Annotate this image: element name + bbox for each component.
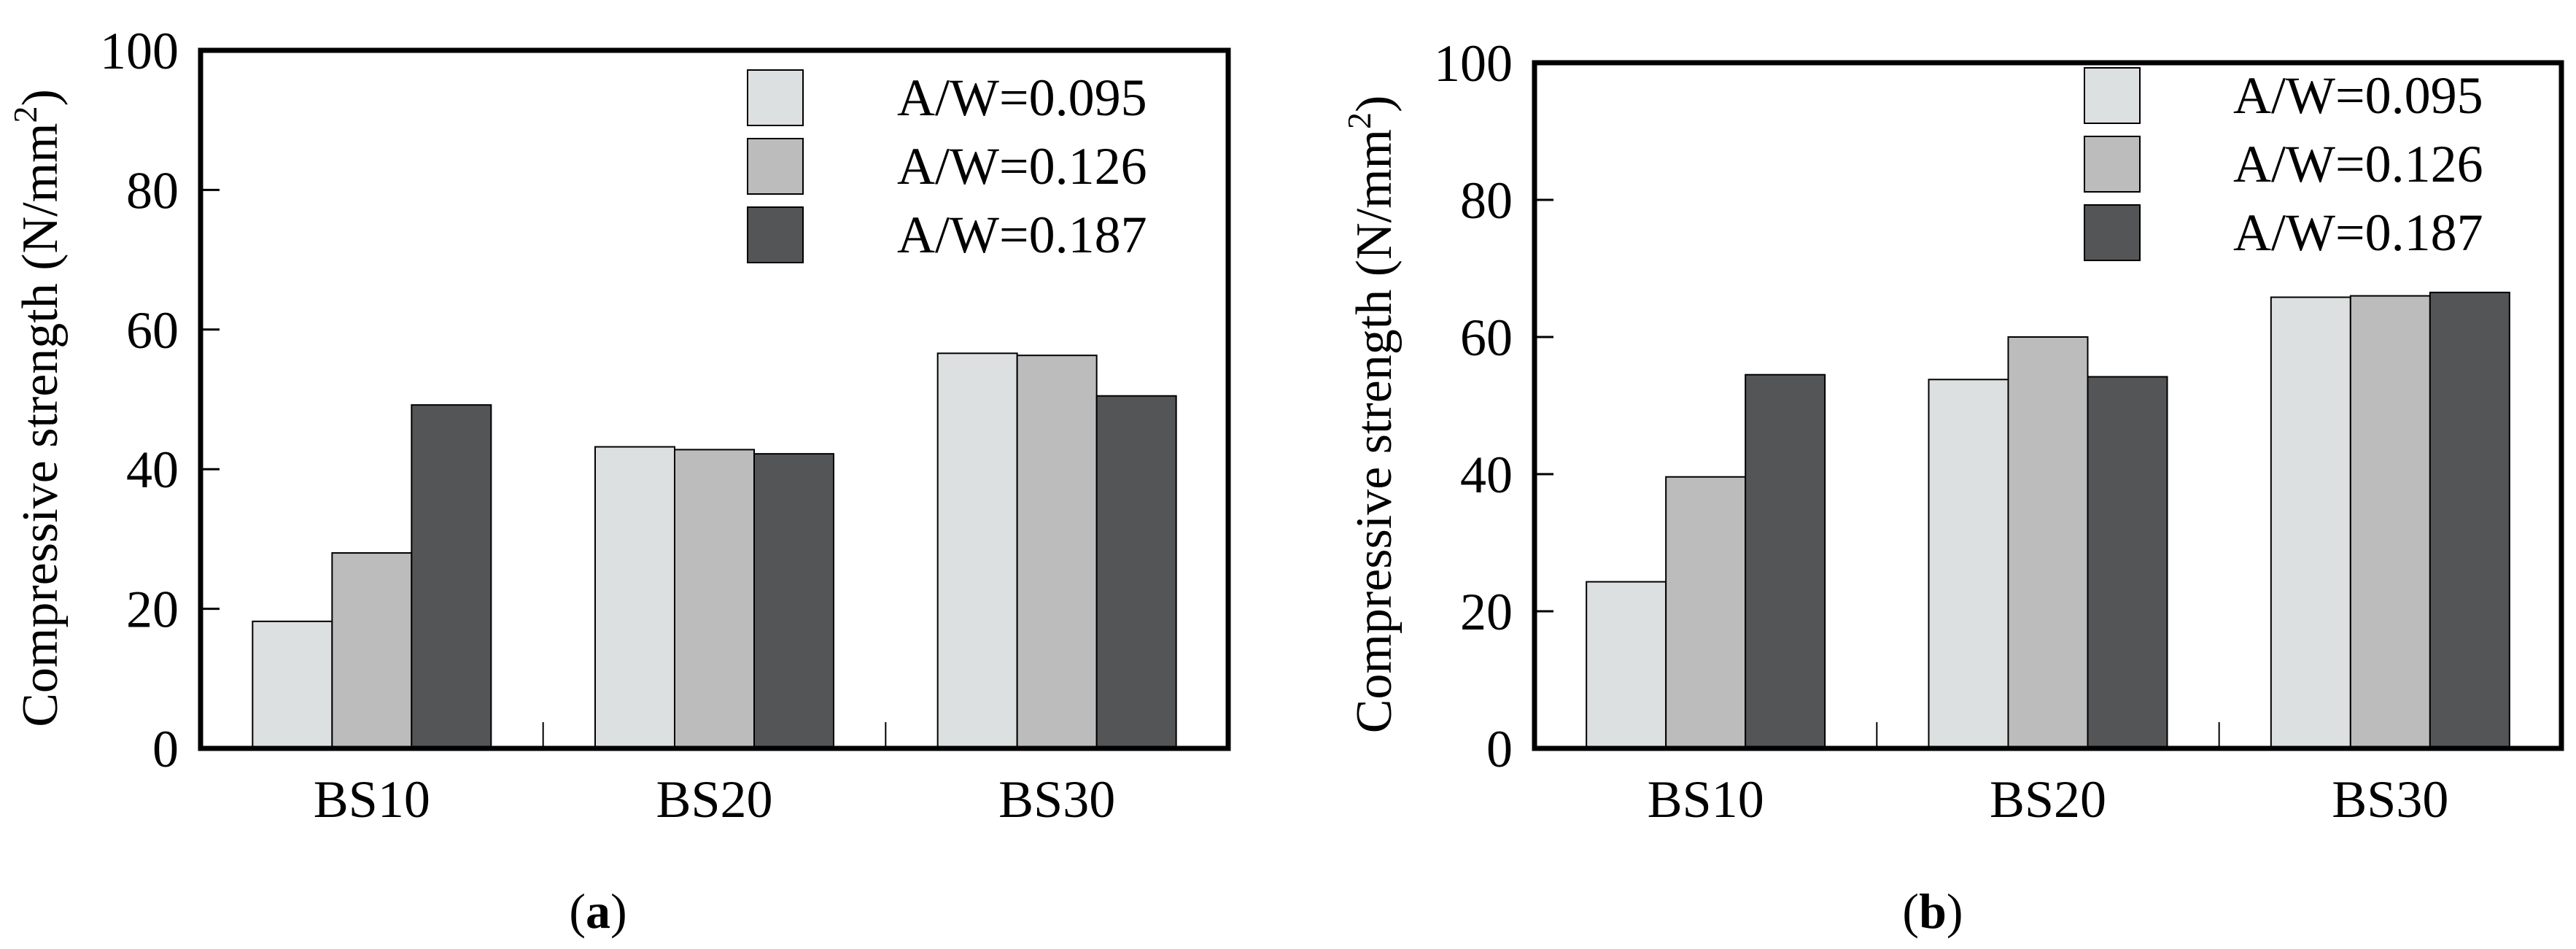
legend-swatch-3 — [2084, 204, 2141, 261]
x-tick-label-bs10: BS10 — [1648, 770, 1764, 829]
legend-swatch-1 — [2084, 67, 2141, 124]
y-tick-label-60: 60 — [126, 301, 179, 360]
y-axis-label: Compressive strength (N/mm2) — [7, 89, 69, 727]
legend-swatch-2 — [2084, 136, 2141, 193]
x-tick-label-bs20: BS20 — [1990, 770, 2106, 829]
bar-bs20-series-1 — [1928, 379, 2009, 750]
y-axis-label: Compressive strength (N/mm2) — [1341, 96, 1403, 734]
y-tick-label-80: 80 — [126, 161, 179, 220]
y-tick-label-100: 100 — [1434, 34, 1513, 93]
bar-bs20-series-2 — [2007, 336, 2089, 749]
y-tick-label-40: 40 — [126, 441, 179, 499]
y-tick-label-20: 20 — [126, 581, 179, 639]
legend-label-2: A/W=0.126 — [2233, 135, 2483, 193]
legend-label-1: A/W=0.095 — [2233, 66, 2483, 125]
bar-bs10-series-3 — [1745, 373, 1826, 749]
panel-caption: (a) — [569, 883, 626, 939]
legend-swatch-3 — [747, 206, 804, 263]
legend-swatch-2 — [747, 138, 804, 195]
bar-bs30-series-1 — [936, 352, 1018, 749]
bar-bs10-series-2 — [1665, 476, 1747, 749]
bar-bs20-series-3 — [753, 453, 834, 749]
y-tick-label-100: 100 — [100, 22, 179, 80]
bar-bs10-series-1 — [252, 620, 333, 749]
y-tick-label-60: 60 — [1460, 309, 1513, 367]
x-tick-label-bs30: BS30 — [2332, 770, 2448, 829]
bar-bs10-series-2 — [331, 552, 413, 749]
legend-label-3: A/W=0.187 — [897, 206, 1147, 264]
bar-bs30-series-1 — [2270, 296, 2351, 750]
bar-bs10-series-3 — [411, 404, 492, 749]
y-tick-label-0: 0 — [152, 720, 179, 778]
x-tick-label-bs30: BS30 — [998, 770, 1115, 829]
chart-panel-a: BS10 BS20 BS30 0 20 40 60 80 100 A/W=0.095 A/W=0.1… — [7, 22, 1231, 939]
plot-frame — [198, 47, 1231, 751]
bar-bs20-series-1 — [594, 446, 675, 749]
y-tick-label-0: 0 — [1486, 720, 1513, 778]
bar-bs20-series-3 — [2087, 376, 2168, 750]
bar-bs10-series-1 — [1586, 581, 1667, 750]
panel-caption: (b) — [1902, 883, 1963, 939]
bar-bs30-series-2 — [2349, 295, 2431, 750]
plot-frame — [1532, 60, 2564, 751]
x-tick-label-bs10: BS10 — [314, 770, 430, 829]
legend-label-1: A/W=0.095 — [897, 69, 1147, 127]
y-tick-label-20: 20 — [1460, 583, 1513, 641]
legend-label-2: A/W=0.126 — [897, 137, 1147, 195]
legend-label-3: A/W=0.187 — [2233, 204, 2483, 262]
bar-bs30-series-3 — [1095, 395, 1177, 750]
x-tick-label-bs20: BS20 — [656, 770, 772, 829]
y-tick-label-40: 40 — [1460, 446, 1513, 504]
y-tick-label-80: 80 — [1460, 171, 1513, 230]
bar-bs30-series-2 — [1016, 355, 1098, 750]
bar-bs30-series-3 — [2429, 291, 2510, 749]
bar-bs20-series-2 — [674, 449, 755, 749]
legend-swatch-1 — [747, 69, 804, 126]
chart-panel-b: BS10 BS20 BS30 0 20 40 60 80 100 A/W=0.095 A/W=0.1… — [1341, 34, 2564, 939]
